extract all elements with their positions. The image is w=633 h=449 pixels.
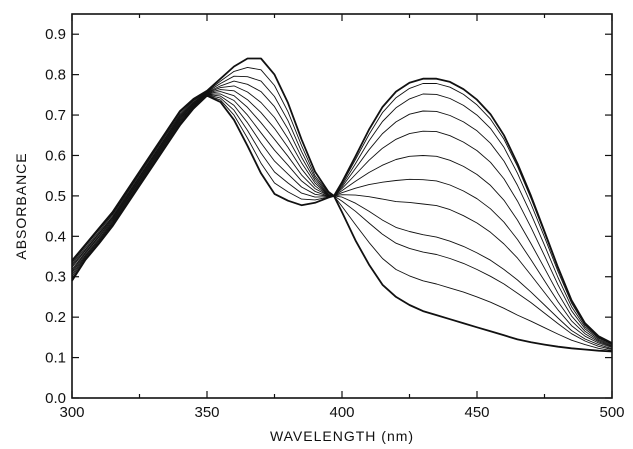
x-tick-label: 450 <box>464 404 489 421</box>
y-axis-title: ABSORBANCE <box>13 152 29 259</box>
spectrum-line-6 <box>71 89 613 348</box>
y-tick-label: 0.4 <box>45 228 66 245</box>
spectrum-line-12 <box>71 77 613 344</box>
y-tick-label: 0.5 <box>45 188 66 205</box>
x-tick-label: 400 <box>329 404 354 421</box>
spectrum-line-7 <box>71 91 613 347</box>
y-tick-label: 0.7 <box>45 107 66 124</box>
spectrum-line-2 <box>71 66 613 352</box>
y-tick-label: 0.0 <box>45 390 66 407</box>
spectrum-line-4 <box>71 80 613 350</box>
y-tick-label: 0.1 <box>45 350 66 367</box>
x-tick-label: 500 <box>599 404 624 421</box>
spectrum-line-1 <box>71 57 613 353</box>
x-tick-label: 300 <box>59 404 84 421</box>
y-tick-label: 0.9 <box>45 26 66 43</box>
spectrum-line-9 <box>71 93 613 345</box>
y-tick-label: 0.6 <box>45 147 66 164</box>
x-tick-label: 350 <box>194 404 219 421</box>
x-axis-title: WAVELENGTH (nm) <box>270 428 414 444</box>
y-tick-labels: 0.0 0.1 0.2 0.3 0.4 0.5 0.6 0.7 0.8 0.9 <box>45 26 66 407</box>
spectrum-line-5 <box>71 85 613 348</box>
y-tick-label: 0.8 <box>45 67 66 84</box>
spectrum-line-3 <box>71 75 613 350</box>
spectrum-line-10 <box>71 93 613 345</box>
spectra-curves <box>71 57 613 353</box>
y-tick-label: 0.2 <box>45 309 66 326</box>
plot-frame <box>71 13 613 399</box>
spectrum-line-8 <box>71 93 613 346</box>
x-tick-labels: 300 350 400 450 500 <box>59 404 624 421</box>
y-tick-label: 0.3 <box>45 269 66 286</box>
